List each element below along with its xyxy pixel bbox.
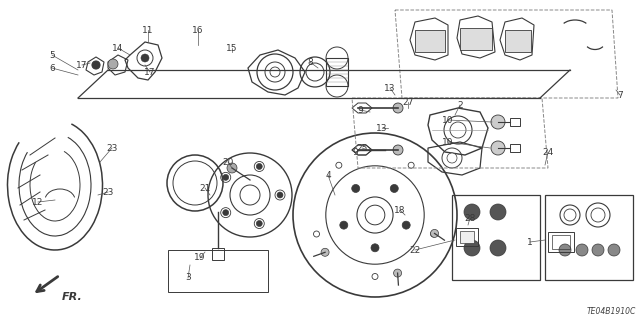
Circle shape (92, 61, 100, 69)
Bar (168, 250, 268, 292)
Text: 24: 24 (542, 148, 554, 156)
Text: FR.: FR. (62, 292, 83, 302)
Circle shape (277, 192, 283, 198)
Circle shape (431, 229, 438, 237)
Text: 15: 15 (227, 44, 237, 52)
Text: 5: 5 (49, 51, 55, 60)
Text: 10: 10 (442, 116, 454, 124)
Circle shape (336, 162, 342, 168)
Circle shape (464, 204, 480, 220)
Circle shape (390, 184, 398, 192)
Circle shape (371, 244, 379, 252)
Text: 7: 7 (617, 91, 623, 100)
Circle shape (314, 231, 319, 237)
Circle shape (559, 244, 571, 256)
Bar (545, 195, 633, 280)
Bar (548, 232, 574, 252)
Circle shape (491, 141, 505, 155)
Circle shape (223, 174, 228, 180)
Text: 12: 12 (32, 197, 44, 206)
Circle shape (393, 145, 403, 155)
Bar (326, 58, 348, 86)
Text: 8: 8 (307, 58, 313, 67)
Text: 19: 19 (195, 253, 205, 262)
Circle shape (141, 54, 149, 62)
Bar (505, 30, 531, 52)
Circle shape (491, 115, 505, 129)
Circle shape (464, 240, 480, 256)
Circle shape (393, 103, 403, 113)
Text: 13: 13 (376, 124, 388, 132)
Text: 16: 16 (192, 26, 204, 35)
Text: 1: 1 (527, 237, 533, 246)
Circle shape (352, 184, 360, 192)
Circle shape (447, 153, 457, 163)
Circle shape (254, 219, 264, 228)
Text: 17: 17 (76, 60, 88, 69)
Bar (452, 195, 540, 280)
Circle shape (227, 163, 237, 173)
Circle shape (576, 244, 588, 256)
Circle shape (221, 208, 231, 218)
Circle shape (394, 269, 401, 277)
Text: 23: 23 (106, 143, 118, 153)
Bar (460, 231, 474, 243)
Text: 13: 13 (384, 84, 396, 92)
Text: 3: 3 (185, 274, 191, 283)
Text: TE04B1910C: TE04B1910C (587, 307, 636, 316)
Text: 11: 11 (142, 26, 154, 35)
Text: 9: 9 (352, 148, 358, 156)
Text: 20: 20 (222, 157, 234, 166)
Text: 25: 25 (356, 143, 368, 153)
Circle shape (256, 220, 262, 227)
Circle shape (340, 221, 348, 229)
Circle shape (490, 240, 506, 256)
Bar (552, 235, 570, 249)
Circle shape (431, 231, 436, 237)
Bar (456, 228, 478, 246)
Circle shape (221, 172, 231, 182)
Bar (415, 30, 445, 52)
Bar (460, 28, 492, 50)
Text: 27: 27 (403, 98, 413, 107)
Text: 17: 17 (144, 68, 156, 76)
Circle shape (608, 244, 620, 256)
Text: 21: 21 (199, 183, 211, 193)
Text: 2: 2 (457, 100, 463, 109)
Text: 6: 6 (49, 63, 55, 73)
Text: 4: 4 (325, 171, 331, 180)
Circle shape (490, 204, 506, 220)
Text: 28: 28 (464, 213, 476, 222)
Circle shape (592, 244, 604, 256)
Text: 22: 22 (410, 245, 420, 254)
Text: 23: 23 (102, 188, 114, 196)
Text: 9: 9 (357, 106, 363, 115)
Circle shape (256, 164, 262, 170)
Circle shape (108, 59, 118, 69)
Text: 10: 10 (442, 138, 454, 147)
Text: 18: 18 (394, 205, 406, 214)
Circle shape (321, 248, 329, 256)
Circle shape (275, 190, 285, 200)
Text: 14: 14 (112, 44, 124, 52)
Circle shape (254, 162, 264, 172)
Circle shape (402, 221, 410, 229)
Circle shape (408, 162, 414, 168)
Circle shape (372, 274, 378, 279)
Circle shape (223, 210, 228, 216)
